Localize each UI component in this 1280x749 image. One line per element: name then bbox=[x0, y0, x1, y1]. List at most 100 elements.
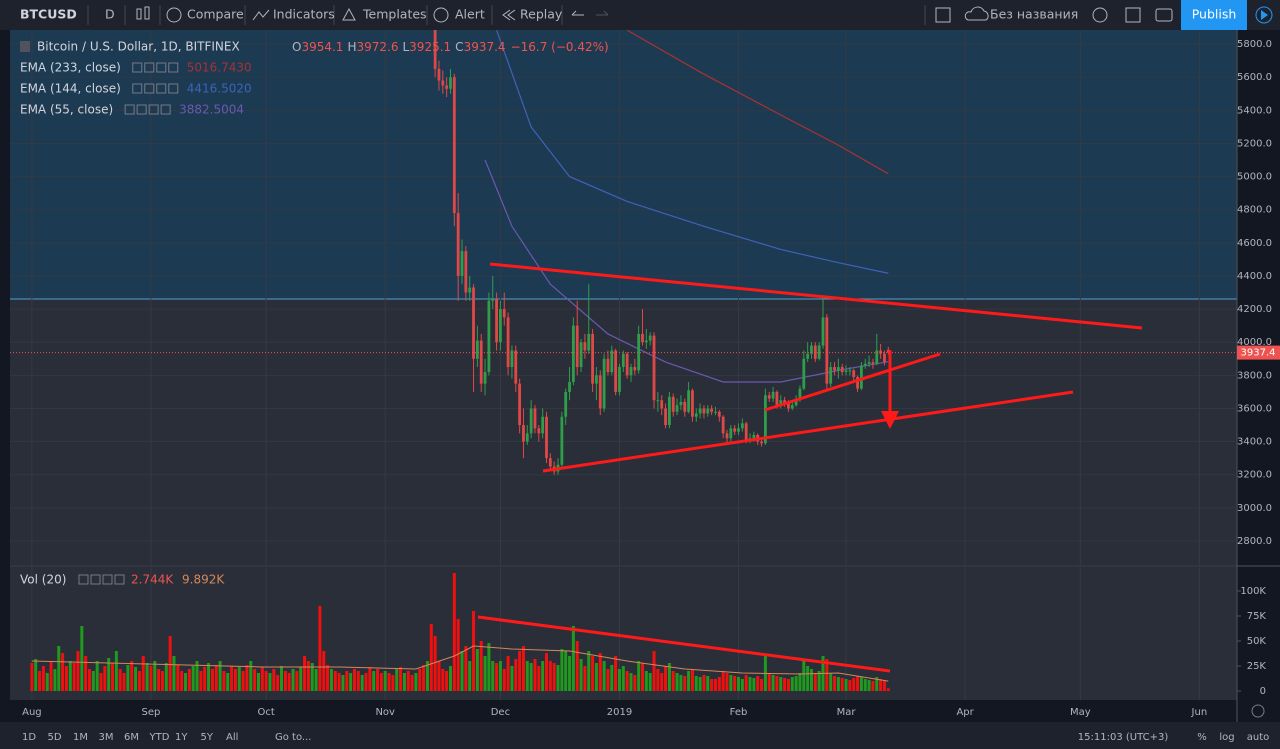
volume-bar bbox=[813, 673, 817, 691]
compare-icon[interactable] bbox=[166, 7, 182, 23]
volume-bar bbox=[210, 669, 214, 691]
interval-button[interactable]: D bbox=[105, 7, 115, 22]
candle-body bbox=[495, 299, 498, 343]
candle-body bbox=[775, 391, 779, 406]
volume-bar bbox=[802, 661, 806, 691]
candle-body bbox=[871, 362, 875, 364]
range-button[interactable]: 1M bbox=[73, 732, 88, 743]
publish-bg[interactable] bbox=[1181, 0, 1247, 30]
candle-body bbox=[679, 401, 683, 406]
volume-bar bbox=[633, 675, 637, 691]
candle-body bbox=[752, 434, 756, 439]
layout-icon[interactable] bbox=[935, 7, 951, 23]
candle-body bbox=[633, 367, 637, 371]
templates-icon[interactable] bbox=[342, 7, 356, 21]
log-toggle[interactable]: log bbox=[1219, 732, 1234, 743]
volume-bar bbox=[64, 666, 68, 691]
volume-bar bbox=[556, 665, 560, 691]
range-button[interactable]: YTD bbox=[149, 732, 170, 743]
undo-button[interactable] bbox=[571, 10, 584, 16]
candle-body bbox=[502, 309, 506, 318]
clock[interactable]: 15:11:03 (UTC+3) bbox=[1078, 732, 1169, 743]
range-button[interactable]: 5Y bbox=[201, 732, 214, 743]
axis-settings[interactable] bbox=[1251, 704, 1265, 718]
play-button[interactable] bbox=[1255, 6, 1273, 24]
indicators-icon[interactable] bbox=[252, 9, 270, 21]
volume-bar bbox=[579, 659, 583, 691]
x-tick-label: May bbox=[1070, 707, 1091, 718]
publish-button[interactable]: Publish bbox=[1192, 7, 1237, 22]
volume-bar bbox=[76, 651, 80, 691]
candle-body bbox=[579, 342, 583, 368]
range-button[interactable]: 5D bbox=[48, 732, 62, 743]
volume-bar bbox=[729, 675, 733, 691]
volume-bar bbox=[687, 671, 691, 691]
y-tick-label: 2800.0 bbox=[1237, 536, 1272, 547]
symbol-button[interactable]: BTCUSD bbox=[20, 7, 77, 22]
layout-name[interactable]: Без названия bbox=[990, 7, 1078, 22]
volume-bar bbox=[625, 671, 629, 691]
legend-icon bbox=[148, 104, 159, 115]
percent-toggle[interactable]: % bbox=[1197, 732, 1207, 743]
candle-body bbox=[575, 325, 579, 368]
volume-bar bbox=[702, 675, 706, 691]
candle-body bbox=[445, 85, 449, 89]
indicators-button[interactable]: Indicators bbox=[273, 7, 335, 22]
settings-button[interactable] bbox=[1092, 7, 1108, 23]
candle-body bbox=[883, 353, 886, 363]
candle-body bbox=[533, 408, 537, 429]
volume-bar bbox=[207, 663, 211, 691]
volume-bar bbox=[875, 677, 879, 691]
volume-bar bbox=[771, 675, 775, 691]
range-button[interactable]: All bbox=[226, 732, 238, 743]
volume-bar bbox=[184, 673, 188, 691]
volume-bar bbox=[310, 663, 314, 691]
cloud-icon[interactable] bbox=[964, 6, 989, 21]
volume-bar bbox=[256, 673, 260, 691]
candle-body bbox=[560, 416, 564, 465]
range-button[interactable]: 1Y bbox=[175, 732, 188, 743]
range-button[interactable]: 1D bbox=[22, 732, 36, 743]
alert-icon[interactable] bbox=[433, 7, 449, 23]
volume-bar bbox=[168, 636, 172, 691]
replay-button[interactable]: Replay bbox=[520, 7, 563, 22]
candle-body bbox=[706, 408, 710, 414]
volume-bar bbox=[760, 679, 764, 691]
drawings bbox=[477, 262, 1143, 673]
volume-bar bbox=[333, 671, 337, 691]
legend-icon bbox=[144, 83, 155, 94]
range-button[interactable]: 3M bbox=[99, 732, 114, 743]
volume-bar bbox=[376, 669, 380, 691]
x-tick-label: Jun bbox=[1191, 707, 1208, 718]
replay-icon[interactable] bbox=[502, 9, 516, 21]
templates-button[interactable]: Templates bbox=[362, 7, 427, 22]
volume-bar bbox=[337, 673, 341, 691]
volume-bar bbox=[717, 677, 721, 691]
fullscreen-button[interactable] bbox=[1125, 7, 1141, 23]
chart-type-icon[interactable] bbox=[136, 6, 150, 20]
volume-bar bbox=[694, 676, 698, 691]
volume-bars bbox=[30, 573, 890, 691]
alert-button[interactable]: Alert bbox=[455, 7, 485, 22]
volume-bar bbox=[268, 673, 272, 691]
redo-button[interactable] bbox=[596, 10, 609, 16]
candle-body bbox=[833, 367, 836, 371]
volume-bar bbox=[280, 666, 284, 691]
range-button[interactable]: 6M bbox=[124, 732, 139, 743]
candle-body bbox=[671, 396, 675, 412]
goto-button[interactable]: Go to... bbox=[275, 732, 311, 743]
y-tick-label: 4400.0 bbox=[1237, 271, 1272, 282]
compare-button[interactable]: Compare bbox=[187, 7, 244, 22]
volume-bar bbox=[783, 678, 787, 691]
volume-tick-label: 100K bbox=[1240, 586, 1266, 597]
legend-icon bbox=[132, 62, 143, 73]
snapshot-button[interactable] bbox=[1155, 8, 1173, 22]
candle-body bbox=[667, 396, 671, 426]
volume-bar bbox=[848, 680, 852, 691]
volume-bar bbox=[533, 659, 537, 691]
volume-bar bbox=[882, 681, 886, 691]
play-icon bbox=[1261, 10, 1268, 20]
volume-bar bbox=[80, 626, 84, 691]
auto-toggle[interactable]: auto bbox=[1247, 732, 1270, 743]
